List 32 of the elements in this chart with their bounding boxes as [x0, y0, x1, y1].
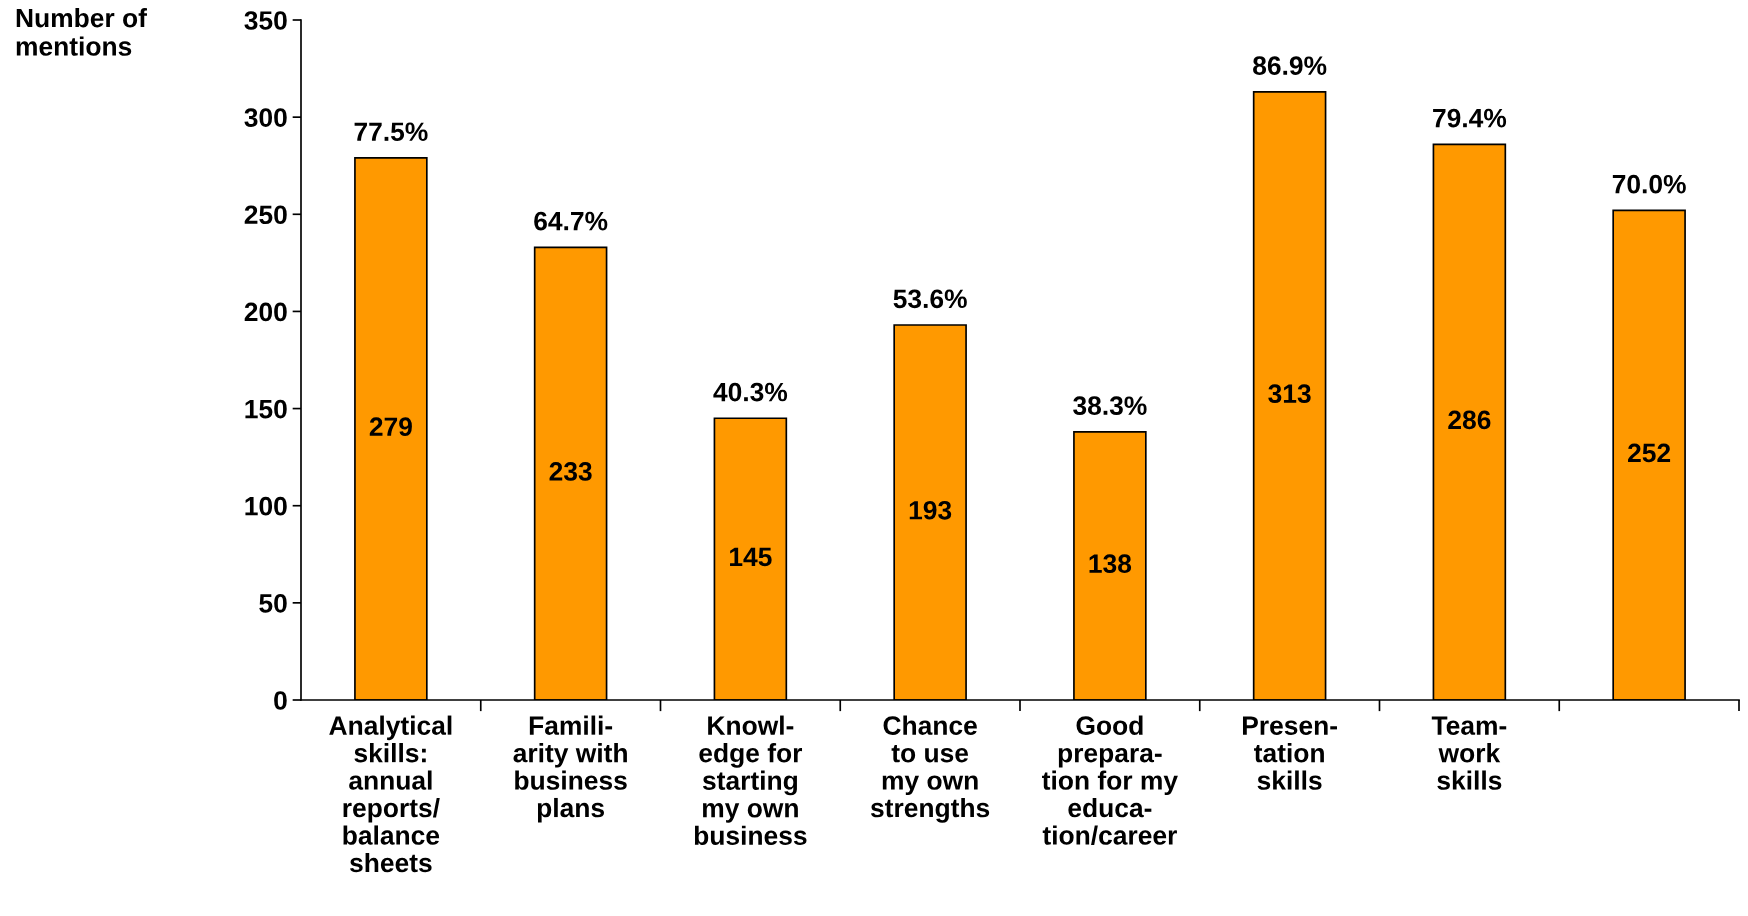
x-tick-label: Chance to use my own strengths [870, 715, 990, 823]
data-label: 313 [1268, 384, 1311, 404]
x-tick-label: Team- work skills [1431, 716, 1507, 790]
data-label: 145 [730, 547, 772, 567]
annotation: 79.4% [1433, 108, 1507, 128]
y-tick-label: 250 [244, 205, 287, 225]
y-tick-label: 100 [245, 496, 287, 516]
data-label: 252 [1628, 443, 1671, 463]
x-tick-label: Presen- tation skills [1242, 716, 1337, 790]
data-label: 193 [909, 500, 952, 520]
data-label: 233 [549, 462, 592, 481]
annotation: 64.7% [534, 211, 608, 231]
x-tick-label: Famili- arity with business plans [513, 715, 627, 823]
x-tick-label: Good prepara- tion for my educa- tion/career [1042, 715, 1178, 846]
annotation: 77.5% [354, 122, 428, 142]
y-tick-label: 0 [274, 691, 287, 710]
y-tick-label: 150 [245, 399, 287, 419]
annotation: 86.9% [1253, 56, 1327, 76]
annotation: 53.6% [893, 289, 967, 309]
x-tick-label: Analytical skills: annual reports/ balance sheets [329, 715, 452, 873]
data-label: 279 [369, 417, 412, 437]
y-tick-label: 200 [244, 302, 287, 322]
y-tick-label: 350 [244, 11, 287, 30]
annotation: 70.0% [1612, 174, 1686, 194]
data-label: 286 [1448, 410, 1491, 430]
annotation: 38.3% [1073, 396, 1147, 416]
y-tick-label: 300 [244, 108, 287, 127]
annotation: 40.3% [713, 382, 788, 402]
y-tick-label: 50 [259, 593, 287, 613]
x-tick-label: Knowl- edge for starting my own business [694, 715, 807, 846]
y-axis-title: Number of mentions [16, 8, 147, 56]
data-label: 138 [1089, 554, 1132, 574]
